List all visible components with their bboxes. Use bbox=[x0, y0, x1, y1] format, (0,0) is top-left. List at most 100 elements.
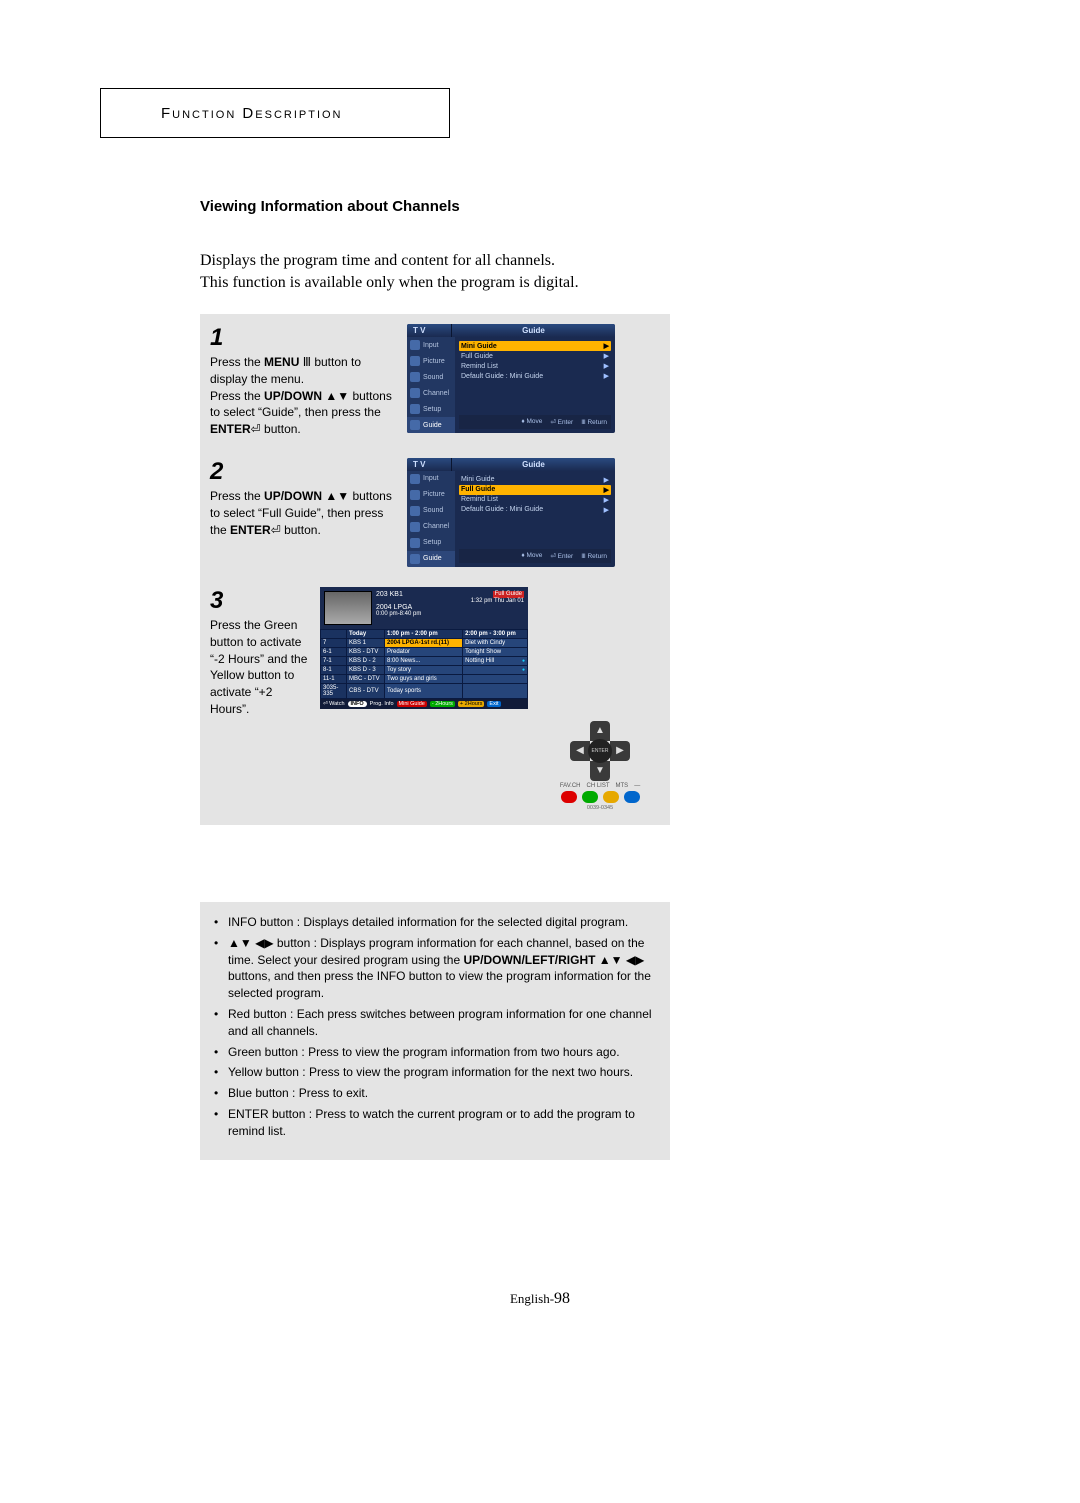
tv-menu-row: Default Guide : Mini Guide▶ bbox=[459, 371, 611, 381]
tv-side-icon bbox=[410, 538, 420, 548]
fg-row: 3035-335CBS - DTVToday sports bbox=[321, 683, 528, 698]
tv-menu-row: Mini Guide▶ bbox=[459, 475, 611, 485]
tv-side-item: Input bbox=[407, 337, 455, 353]
tv-side-icon bbox=[410, 372, 420, 382]
tv-side-icon bbox=[410, 490, 420, 500]
intro-text: Displays the program time and content fo… bbox=[200, 250, 579, 295]
bullet-icon: • bbox=[214, 1106, 228, 1140]
step-3-text: Press the Green button to activate “-2 H… bbox=[210, 617, 308, 718]
tv-side-label: Sound bbox=[423, 374, 443, 381]
fg-row: 8-1KBS D - 3Toy story bbox=[321, 665, 528, 674]
remote-labels: FAV.CHCH LISTMTS— bbox=[560, 783, 640, 789]
fg-cell-prog: 8:00 News... bbox=[385, 656, 463, 665]
tv-menu-row: Default Guide : Mini Guide▶ bbox=[459, 505, 611, 515]
tv-menu-main: Mini Guide▶Full Guide▶Remind List▶Defaul… bbox=[455, 471, 615, 567]
arrow-right-icon: ▶ bbox=[604, 352, 609, 360]
section-title: Viewing Information about Channels bbox=[200, 198, 460, 215]
step-1-number: 1 bbox=[210, 324, 395, 352]
note-item: •Yellow button : Press to view the progr… bbox=[214, 1064, 656, 1081]
tv-menu-row: Mini Guide▶ bbox=[459, 341, 611, 351]
tv-side-item: Sound bbox=[407, 369, 455, 385]
step-2-number: 2 bbox=[210, 458, 395, 486]
fg-cell-prog: 2004 LPGA-1st rd.(11) bbox=[385, 638, 463, 647]
fg-cell-prog: Toy story bbox=[385, 665, 463, 674]
fg-red-pill: Mini Guide bbox=[397, 701, 427, 707]
tv-side-icon bbox=[410, 420, 420, 430]
remote-caption: 0039-0345 bbox=[587, 805, 613, 811]
note-text: ▲▼ ◀▶ button : Displays program informat… bbox=[228, 935, 656, 1002]
guide-tab: Guide bbox=[452, 458, 615, 471]
fg-cell-prog bbox=[463, 665, 528, 674]
tv-side-icon bbox=[410, 474, 420, 484]
fg-row: 7-1KBS D - 28:00 News...Notting Hill bbox=[321, 656, 528, 665]
arrow-right-icon: ▶ bbox=[604, 342, 609, 350]
step-2-text: Press the UP/DOWN ▲▼ buttons to select “… bbox=[210, 488, 395, 538]
tv-side-label: Picture bbox=[423, 491, 445, 498]
remote-label: MTS bbox=[616, 783, 629, 789]
steps-box: 1 Press the MENU Ⅲ button to display the… bbox=[200, 314, 670, 825]
fg-row: 6-1KBS - DTVPredatorTonight Show bbox=[321, 647, 528, 656]
tv-menu-row-label: Default Guide : Mini Guide bbox=[461, 373, 543, 380]
note-item: •Red button : Each press switches betwee… bbox=[214, 1006, 656, 1040]
fg-cell-channel: 6-1 bbox=[321, 647, 347, 656]
fg-cell-prog: Today sports bbox=[385, 683, 463, 698]
fg-cell-prog: Tonight Show bbox=[463, 647, 528, 656]
remote-color-buttons bbox=[561, 791, 640, 803]
dpad-down-icon: ▼ bbox=[590, 761, 610, 781]
tv-side-icon bbox=[410, 522, 420, 532]
full-guide-headinfo: 203 KB1 Full Guide 1:32 pm Thu Jan 01 20… bbox=[376, 591, 524, 617]
dpad-up-icon: ▲ bbox=[590, 721, 610, 741]
tv-side-label: Guide bbox=[423, 555, 442, 562]
full-guide-footer: ⏎ Watch INFO Prog. Info Mini Guide - 2Ho… bbox=[320, 699, 528, 709]
tv-side-item: Channel bbox=[407, 385, 455, 401]
tv-side-icon bbox=[410, 554, 420, 564]
tv-side-label: Picture bbox=[423, 358, 445, 365]
step-2: 2 Press the UP/DOWN ▲▼ buttons to select… bbox=[210, 458, 660, 567]
fg-green-pill: - 2Hours bbox=[430, 701, 455, 707]
section-header: Function Description bbox=[161, 105, 343, 122]
tv-menu-sidebar: InputPictureSoundChannelSetupGuide bbox=[407, 337, 455, 433]
fg-cell-prog bbox=[463, 683, 528, 698]
step-2-left: 2 Press the UP/DOWN ▲▼ buttons to select… bbox=[210, 458, 395, 538]
dpad-right-icon: ▶ bbox=[610, 741, 630, 761]
tv-menu-titlebar: T V Guide bbox=[407, 324, 615, 337]
remote-red-button-icon bbox=[561, 791, 577, 803]
bullet-icon: • bbox=[214, 1085, 228, 1102]
note-text: Yellow button : Press to view the progra… bbox=[228, 1064, 656, 1081]
tv-menu-row: Remind List▶ bbox=[459, 495, 611, 505]
tv-side-icon bbox=[410, 404, 420, 414]
tv-menu-footer-item: ⏎ Enter bbox=[550, 418, 573, 426]
fg-watch: ⏎ Watch bbox=[323, 701, 345, 707]
tv-side-label: Channel bbox=[423, 523, 449, 530]
tv-side-item: Picture bbox=[407, 353, 455, 369]
tv-menu-row-label: Remind List bbox=[461, 363, 498, 370]
tv-menu-titlebar: T V Guide bbox=[407, 458, 615, 471]
fg-cell-channel: 3035-335 bbox=[321, 683, 347, 698]
tv-menu-row: Full Guide▶ bbox=[459, 351, 611, 361]
page-footer-num: 98 bbox=[554, 1290, 570, 1307]
tv-side-item: Guide bbox=[407, 417, 455, 433]
bullet-icon: • bbox=[214, 1006, 228, 1040]
step-1-text: Press the MENU Ⅲ button to display the m… bbox=[210, 354, 395, 438]
tv-menu-screen-2: T V Guide InputPictureSoundChannelSetupG… bbox=[407, 458, 615, 567]
tv-side-item: Setup bbox=[407, 535, 455, 551]
note-text: INFO button : Displays detailed informat… bbox=[228, 914, 656, 931]
note-text: Green button : Press to view the program… bbox=[228, 1044, 656, 1061]
note-text: ENTER button : Press to watch the curren… bbox=[228, 1106, 656, 1140]
tv-menu-footer-item: ♦ Move bbox=[521, 552, 542, 560]
full-guide-grid: Today1:00 pm - 2:00 pm2:00 pm - 3:00 pm7… bbox=[320, 629, 528, 699]
remote-blue-button-icon bbox=[624, 791, 640, 803]
fg-cell-prog bbox=[463, 674, 528, 683]
tv-side-item: Picture bbox=[407, 487, 455, 503]
fg-blue-pill: Exit bbox=[487, 701, 500, 707]
arrow-right-icon: ▶ bbox=[604, 362, 609, 370]
fg-info-text: Prog. Info bbox=[370, 701, 394, 707]
fg-header-row: Today1:00 pm - 2:00 pm2:00 pm - 3:00 pm bbox=[321, 629, 528, 638]
fg-cell-prog: Predator bbox=[385, 647, 463, 656]
section-header-box: Function Description bbox=[100, 88, 450, 138]
fg-cell-channel: 11-1 bbox=[321, 674, 347, 683]
fg-cell-prog: Two guys and girls bbox=[385, 674, 463, 683]
note-item: •Green button : Press to view the progra… bbox=[214, 1044, 656, 1061]
remote-yellow-button-icon bbox=[603, 791, 619, 803]
fg-cell-channel: 7 bbox=[321, 638, 347, 647]
